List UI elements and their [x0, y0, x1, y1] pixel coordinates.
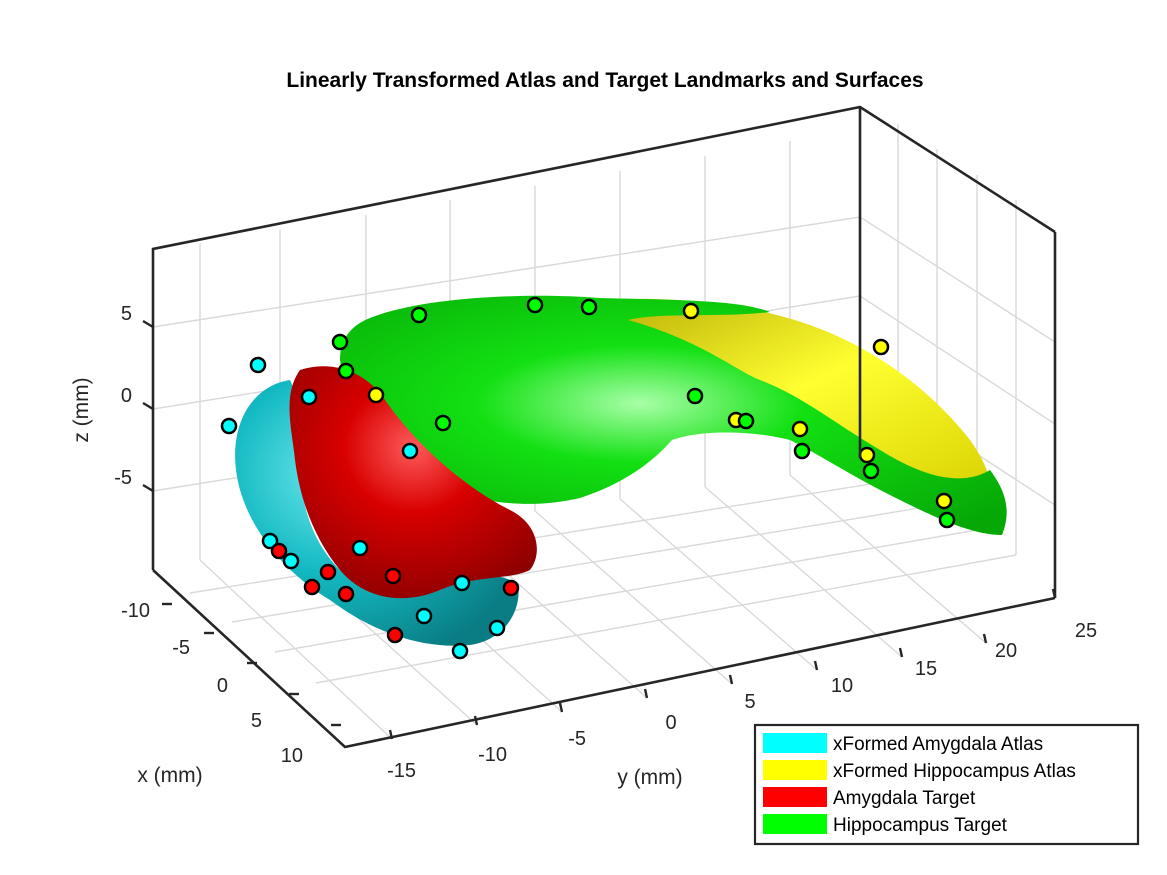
- z-tick-labels: 5 0 -5: [114, 303, 132, 489]
- amygdala-target-landmark: [502, 579, 520, 597]
- amygdala-atlas-landmark: [451, 642, 469, 660]
- hippocampus-target-landmark: [580, 298, 598, 316]
- legend-item-amygdala-atlas: xFormed Amygdala Atlas: [763, 733, 1043, 755]
- legend-label: Hippocampus Target: [833, 815, 1008, 836]
- legend-swatch-green: [763, 814, 827, 834]
- x-tick-label: -10: [121, 600, 150, 622]
- hippocampus-target-landmark: [737, 412, 755, 430]
- z-axis-ticks: [142, 319, 154, 493]
- axes-box: [151, 105, 1057, 749]
- y-tick-label: -5: [568, 728, 586, 750]
- hippocampus-target-surface: [340, 295, 1007, 535]
- hippocampus-atlas-landmark: [791, 420, 809, 438]
- amygdala-atlas-landmarks: [220, 356, 506, 660]
- y-tick-label: 25: [1075, 620, 1097, 642]
- hippocampus-atlas-landmark: [858, 446, 876, 464]
- hippocampus-target-landmarks: [331, 296, 956, 529]
- amygdala-atlas-landmark: [261, 532, 279, 550]
- amygdala-target-landmark: [319, 563, 337, 581]
- legend-label: Amygdala Target: [833, 788, 976, 809]
- legend: xFormed Amygdala Atlas xFormed Hippocamp…: [753, 723, 1140, 846]
- legend-label: xFormed Amygdala Atlas: [833, 734, 1043, 755]
- x-tick-label: -5: [172, 637, 190, 659]
- amygdala-atlas-landmark: [453, 574, 471, 592]
- x-tick-label: 0: [217, 675, 228, 697]
- amygdala-target-landmark: [303, 578, 321, 596]
- x-axis-ticks: [162, 602, 341, 727]
- legend-item-hippocampus-target: Hippocampus Target: [763, 814, 1008, 836]
- hippocampus-target-landmark: [331, 333, 349, 351]
- chart-title: Linearly Transformed Atlas and Target La…: [286, 69, 923, 92]
- hippocampus-target-landmark: [410, 306, 428, 324]
- legend-item-hippocampus-atlas: xFormed Hippocampus Atlas: [763, 760, 1076, 782]
- amygdala-target-landmark: [337, 585, 355, 603]
- hippocampus-atlas-landmark: [367, 386, 385, 404]
- z-tick-label: -5: [114, 467, 132, 489]
- hippocampus-atlas-landmark: [935, 492, 953, 510]
- z-tick-label: 5: [121, 303, 132, 325]
- y-tick-label: 0: [665, 712, 676, 734]
- legend-swatch-red: [763, 787, 827, 807]
- hippocampus-target-landmark: [434, 414, 452, 432]
- amygdala-target-landmark: [270, 542, 288, 560]
- amygdala-atlas-landmark: [220, 417, 238, 435]
- y-tick-label: 10: [831, 675, 853, 697]
- y-tick-label: -10: [478, 744, 507, 766]
- y-tick-label: 5: [744, 691, 755, 713]
- amygdala-atlas-surface: [235, 380, 519, 646]
- amygdala-atlas-landmark: [415, 607, 433, 625]
- legend-label: xFormed Hippocampus Atlas: [833, 761, 1076, 782]
- x-tick-label: 10: [281, 745, 303, 767]
- x-tick-label: 5: [251, 710, 262, 732]
- hippocampus-target-landmark: [938, 511, 956, 529]
- hippocampus-atlas-landmark: [682, 302, 700, 320]
- amygdala-atlas-landmark: [488, 619, 506, 637]
- x-axis-label: x (mm): [137, 764, 202, 787]
- amygdala-atlas-landmark: [249, 356, 267, 374]
- amygdala-atlas-landmark: [351, 539, 369, 557]
- hippocampus-target-landmark: [793, 442, 811, 460]
- amygdala-target-surface: [289, 366, 537, 599]
- z-tick-label: 0: [121, 385, 132, 407]
- z-axis-label: z (mm): [70, 377, 93, 442]
- y-tick-label: 15: [915, 658, 937, 680]
- x-tick-labels: -10 -5 0 5 10: [121, 600, 303, 767]
- hippocampus-target-landmark: [337, 362, 355, 380]
- y-tick-label: 20: [995, 640, 1017, 662]
- amygdala-atlas-landmark: [282, 552, 300, 570]
- legend-swatch-yellow: [763, 760, 827, 780]
- legend-item-amygdala-target: Amygdala Target: [763, 787, 976, 809]
- amygdala-target-landmarks: [270, 542, 520, 644]
- hippocampus-atlas-landmark: [872, 338, 890, 356]
- hippocampus-target-landmark: [526, 296, 544, 314]
- y-axis-label: y (mm): [617, 766, 682, 789]
- hippocampus-target-landmark: [686, 387, 704, 405]
- legend-swatch-cyan: [763, 733, 827, 753]
- amygdala-atlas-landmark: [401, 442, 419, 460]
- y-axis-ticks: [388, 588, 1057, 740]
- y-tick-label: -15: [387, 760, 416, 782]
- amygdala-target-landmark: [386, 626, 404, 644]
- y-tick-labels: -15 -10 -5 0 5 10 15 20 25: [387, 620, 1097, 782]
- amygdala-atlas-landmark: [300, 388, 318, 406]
- amygdala-target-landmark: [384, 567, 402, 585]
- hippocampus-target-landmark: [862, 462, 880, 480]
